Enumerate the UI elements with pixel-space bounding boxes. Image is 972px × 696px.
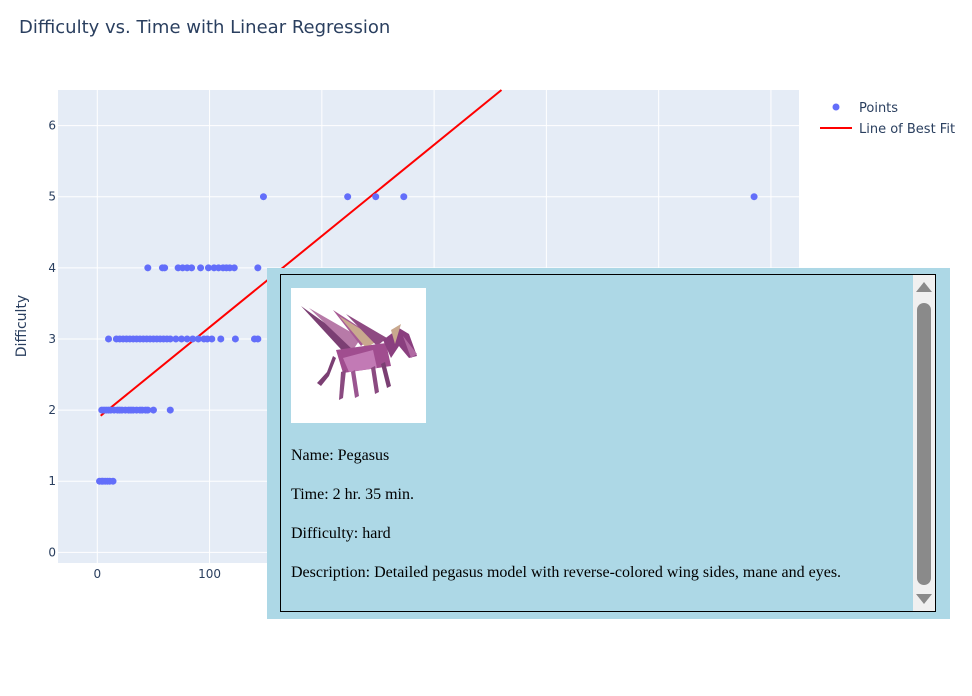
popup-name: Name: Pegasus: [291, 447, 390, 464]
legend-item-points[interactable]: Points: [832, 101, 899, 116]
y-tick-label: 0: [48, 545, 56, 559]
pegasus-origami-icon: [301, 306, 417, 400]
data-point[interactable]: [217, 335, 225, 343]
regression-line[interactable]: [100, 89, 503, 417]
data-point[interactable]: [197, 264, 205, 272]
legend-points-marker: [832, 103, 840, 111]
axis-ticks: 0 1 2 3 4 5 6 0 100: [48, 119, 221, 581]
legend-points-label: Points: [859, 101, 898, 116]
scroll-up-arrow-icon[interactable]: [916, 282, 932, 292]
data-point[interactable]: [230, 264, 238, 272]
points-layer: [96, 193, 758, 485]
data-point[interactable]: [254, 335, 262, 343]
regression-line-layer: [100, 89, 503, 417]
chart-title: Difficulty vs. Time with Linear Regressi…: [19, 17, 390, 38]
popup-scrollbar[interactable]: [913, 275, 935, 611]
data-point[interactable]: [231, 335, 239, 343]
y-tick-label: 5: [48, 190, 56, 204]
data-point[interactable]: [344, 193, 352, 201]
data-point[interactable]: [208, 335, 216, 343]
data-point[interactable]: [144, 264, 152, 272]
data-point[interactable]: [166, 406, 174, 414]
popup-panel[interactable]: Name: Pegasus Time: 2 hr. 35 min. Diffic…: [280, 274, 936, 612]
y-tick-label: 1: [48, 474, 56, 488]
data-point[interactable]: [189, 335, 197, 343]
y-tick-label: 6: [48, 119, 56, 133]
popup-content: Name: Pegasus Time: 2 hr. 35 min. Diffic…: [291, 288, 916, 601]
scroll-thumb[interactable]: [917, 303, 931, 585]
data-point[interactable]: [172, 335, 180, 343]
x-tick-label: 0: [93, 567, 101, 581]
data-point[interactable]: [178, 335, 185, 343]
data-point[interactable]: [166, 335, 174, 343]
data-point[interactable]: [254, 264, 262, 272]
hover-popup: Name: Pegasus Time: 2 hr. 35 min. Diffic…: [267, 268, 950, 619]
y-tick-label: 4: [48, 261, 56, 275]
data-point[interactable]: [161, 264, 169, 272]
y-tick-label: 3: [48, 332, 56, 346]
legend-line-label: Line of Best Fit: [859, 122, 955, 137]
popup-description: Description: Detailed pegasus model with…: [291, 564, 842, 581]
data-point[interactable]: [183, 335, 191, 343]
data-point[interactable]: [188, 264, 196, 272]
legend: Points Line of Best Fit: [820, 101, 955, 137]
data-point[interactable]: [750, 193, 758, 201]
data-point[interactable]: [400, 193, 408, 201]
y-tick-label: 2: [48, 403, 56, 417]
data-point[interactable]: [204, 264, 212, 272]
popup-time: Time: 2 hr. 35 min.: [291, 486, 414, 503]
data-point[interactable]: [259, 193, 267, 201]
legend-item-line[interactable]: Line of Best Fit: [820, 122, 955, 137]
data-point[interactable]: [144, 406, 152, 414]
data-point[interactable]: [194, 335, 202, 343]
pegasus-image: [291, 288, 426, 423]
data-point[interactable]: [105, 335, 113, 343]
data-point[interactable]: [149, 406, 157, 414]
data-point[interactable]: [372, 193, 380, 201]
y-axis-title: Difficulty: [14, 295, 30, 357]
data-point[interactable]: [109, 477, 117, 485]
scroll-down-arrow-icon[interactable]: [916, 594, 932, 604]
x-tick-label: 100: [198, 567, 221, 581]
popup-difficulty: Difficulty: hard: [291, 525, 391, 542]
